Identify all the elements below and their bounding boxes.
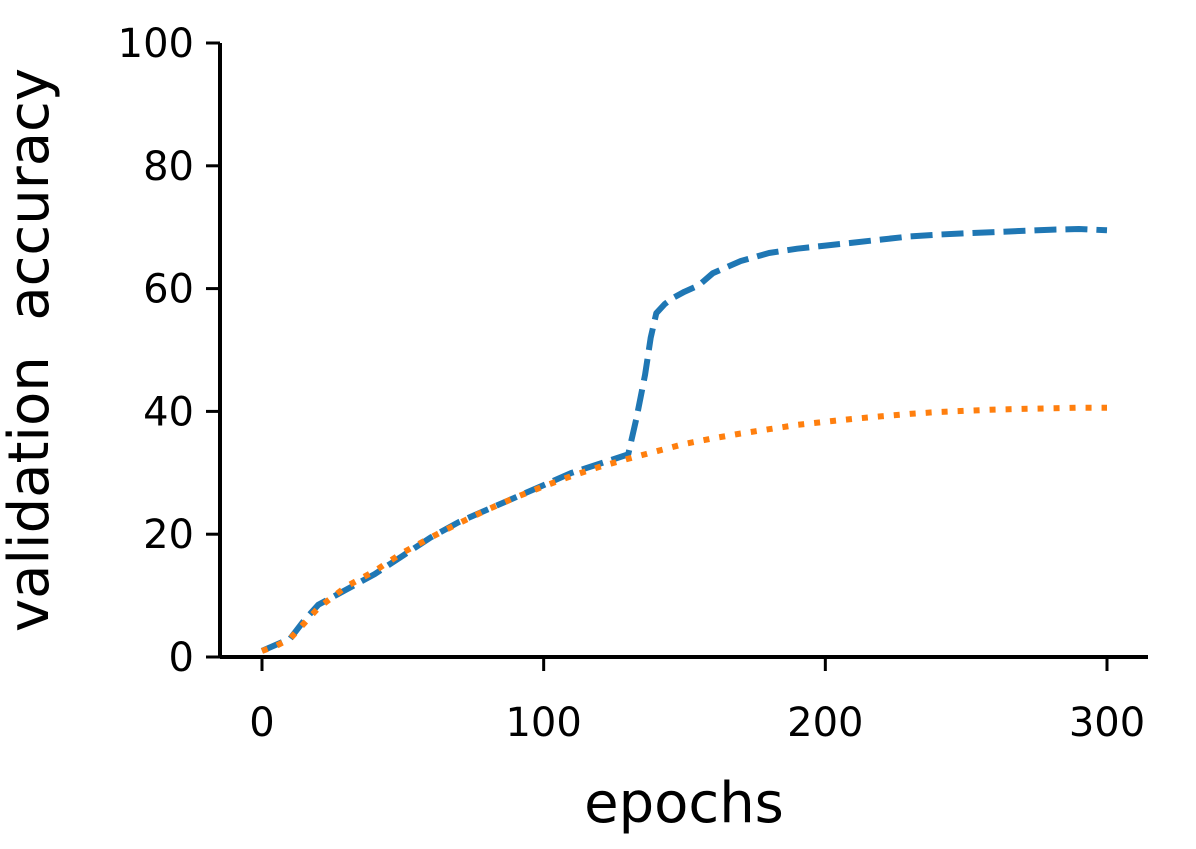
x-ticks: 0 100 200 300 [249,657,1145,746]
y-ticks: 0 20 40 60 80 100 [118,21,220,681]
y-tick-label: 80 [143,144,194,190]
y-tick-label: 40 [143,389,194,435]
x-tick-label: 100 [505,700,581,746]
x-axis-title: epochs [584,771,784,836]
y-axis-title: validation accuracy [0,68,62,632]
x-tick-label: 0 [249,700,274,746]
y-tick-label: 20 [143,512,194,558]
y-tick-label: 60 [143,267,194,313]
x-tick-label: 200 [787,700,863,746]
y-tick-label: 100 [118,21,194,67]
y-tick-label: 0 [169,635,194,681]
series-line-2 [260,404,1107,654]
series-line-1 [260,226,1108,654]
axes [218,43,1148,659]
plot-lines [260,226,1108,654]
x-tick-label: 300 [1069,700,1145,746]
